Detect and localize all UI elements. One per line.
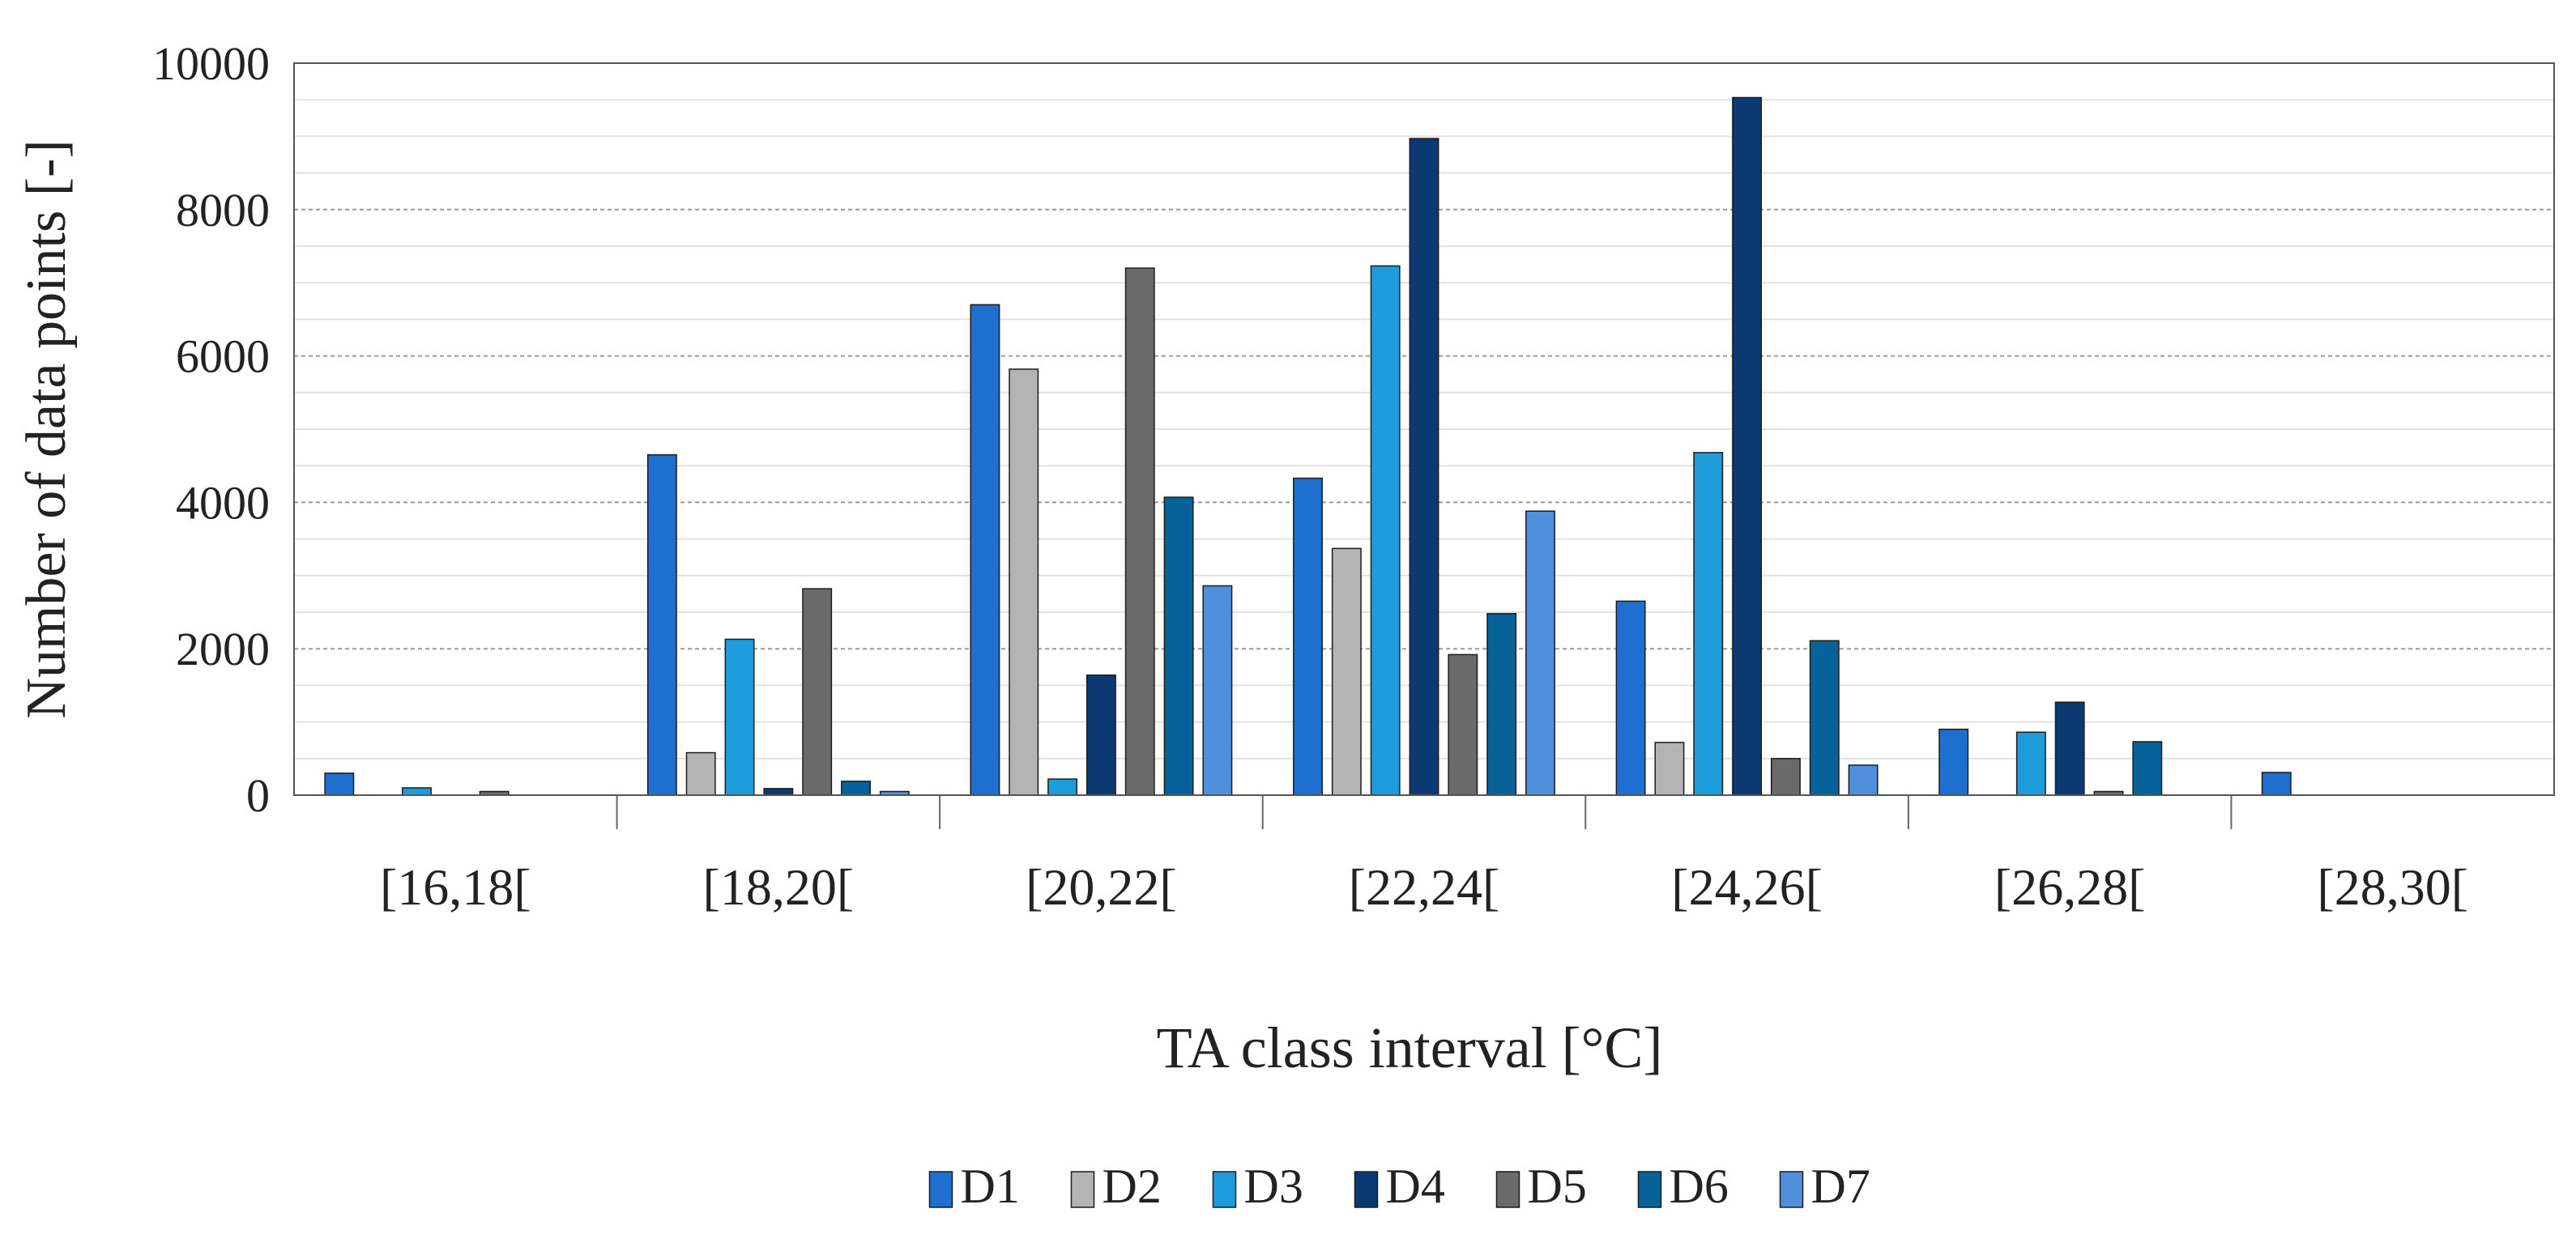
bar-d7-3: [1202, 585, 1233, 796]
x-tick-label: [28,30[: [2317, 858, 2468, 916]
bar-d6-4: [1486, 613, 1517, 796]
legend-swatch-d1: [928, 1171, 953, 1208]
y-tick-label: 6000: [176, 330, 270, 383]
legend: D1 D2 D3 D4 D5 D6 D7: [928, 1160, 1870, 1213]
x-tick-label: [16,18[: [380, 858, 531, 916]
legend-label-d1: D1: [961, 1160, 1020, 1213]
legend-swatch-d3: [1212, 1171, 1237, 1208]
legend-label-d5: D5: [1528, 1160, 1587, 1213]
bar-d2-3: [1009, 368, 1039, 796]
bar-d4-4: [1409, 138, 1439, 796]
bar-d3-6: [2015, 731, 2046, 796]
bar-d1-7: [2261, 772, 2292, 796]
y-tick-label: 4000: [176, 476, 270, 529]
x-tick-label: [26,28[: [1994, 858, 2146, 916]
legend-swatch-d5: [1495, 1171, 1520, 1208]
bar-d6-6: [2132, 741, 2163, 796]
x-axis-label: TA class interval [°C]: [1157, 1015, 1663, 1080]
y-tick-label: 2000: [176, 623, 270, 675]
x-tick-label: [18,20[: [703, 858, 855, 916]
bar-d5-2: [802, 588, 833, 796]
legend-swatch-d4: [1354, 1171, 1379, 1208]
y-tick-label: 0: [246, 769, 270, 822]
bar-d3-1: [402, 787, 432, 796]
bar-d3-3: [1047, 778, 1078, 796]
bar-d1-4: [1293, 477, 1323, 796]
legend-swatch-d7: [1779, 1171, 1804, 1208]
y-axis-tick-labels: 0 2000 4000 6000 8000 10000: [152, 37, 270, 822]
x-tick-label: [24,26[: [1671, 858, 1823, 916]
x-tick-label: [22,24[: [1349, 858, 1500, 916]
bar-d2-2: [685, 751, 716, 796]
legend-label-d3: D3: [1244, 1160, 1303, 1213]
legend-label-d2: D2: [1102, 1160, 1162, 1213]
legend-label-d4: D4: [1386, 1160, 1445, 1213]
bar-d1-6: [1938, 728, 1969, 796]
bar-d5-4: [1448, 653, 1478, 796]
bar-d1-1: [324, 772, 355, 796]
bar-d3-4: [1370, 265, 1401, 796]
legend-swatch-d6: [1637, 1171, 1662, 1208]
bar-d6-2: [841, 781, 871, 796]
legend-swatch-d2: [1070, 1171, 1095, 1208]
y-tick-label: 8000: [176, 184, 270, 236]
plot-area-border: [293, 62, 2555, 796]
bar-d4-6: [2054, 701, 2085, 796]
bar-d1-2: [646, 453, 677, 796]
bar-d6-3: [1163, 496, 1194, 796]
bar-d7-5: [1848, 764, 1879, 796]
bar-d5-5: [1770, 758, 1801, 796]
bar-d7-4: [1525, 510, 1555, 796]
x-axis-tick-labels: [16,18[ [18,20[ [20,22[ [22,24[ [24,26[ [26,2…: [380, 858, 2468, 916]
bar-d6-5: [1809, 640, 1840, 796]
bar-d1-5: [1615, 600, 1646, 796]
bar-d3-5: [1693, 452, 1724, 796]
bar-d4-2: [763, 788, 794, 796]
bar-d2-5: [1654, 742, 1685, 796]
y-tick-label: 10000: [152, 37, 270, 90]
bar-d4-5: [1732, 96, 1763, 796]
bar-series: [324, 96, 2292, 796]
bar-d4-3: [1085, 674, 1116, 796]
legend-label-d6: D6: [1670, 1160, 1729, 1213]
bar-d3-2: [724, 638, 755, 796]
legend-label-d7: D7: [1811, 1160, 1870, 1213]
x-tick-label: [20,22[: [1026, 858, 1177, 916]
y-axis-label: Number of data points [-]: [15, 139, 78, 718]
bar-d5-3: [1124, 267, 1155, 796]
bar-d2-4: [1331, 547, 1362, 796]
bar-d1-3: [970, 304, 1000, 796]
